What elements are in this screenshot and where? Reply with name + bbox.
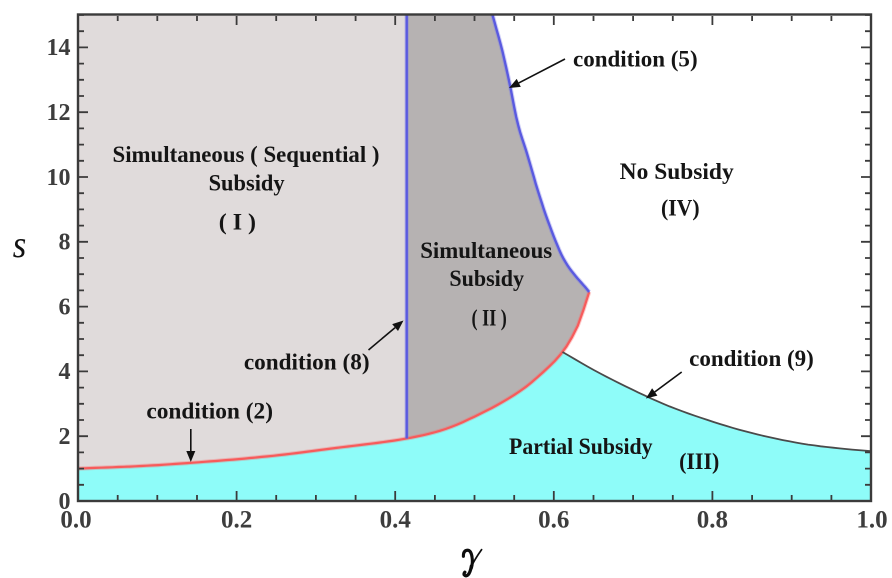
svg-text:condition (9): condition (9) [689, 346, 814, 371]
svg-text:( I ): ( I ) [219, 210, 256, 235]
svg-text:12: 12 [47, 100, 71, 126]
svg-text:Subsidy: Subsidy [449, 266, 524, 291]
svg-text:No Subsidy: No Subsidy [620, 159, 735, 184]
svg-text:condition (2): condition (2) [146, 399, 273, 424]
svg-text:14: 14 [47, 35, 71, 61]
svg-text:6: 6 [59, 294, 71, 320]
svg-text:(III): (III) [679, 449, 719, 474]
svg-text:Partial Subsidy: Partial Subsidy [509, 434, 653, 459]
svg-text:0.6: 0.6 [538, 507, 569, 534]
svg-text:s: s [13, 224, 27, 266]
svg-text:0.2: 0.2 [221, 507, 252, 534]
svg-text:0.8: 0.8 [697, 507, 728, 534]
svg-text:0.0: 0.0 [60, 507, 91, 534]
svg-text:condition (5): condition (5) [573, 47, 698, 72]
svg-text:(IV): (IV) [661, 195, 700, 220]
svg-text:4: 4 [59, 359, 71, 385]
svg-text:8: 8 [59, 230, 71, 256]
svg-text:2: 2 [59, 424, 71, 450]
svg-text:( II ): ( II ) [472, 306, 507, 331]
svg-text:10: 10 [47, 165, 71, 191]
svg-text:0: 0 [59, 489, 71, 515]
svg-text:Simultaneous: Simultaneous [420, 238, 552, 263]
svg-text:0.4: 0.4 [380, 507, 412, 534]
svg-text:condition (8): condition (8) [244, 350, 370, 375]
svg-text:Simultaneous ( Sequential ): Simultaneous ( Sequential ) [113, 142, 380, 167]
svg-text:1.0: 1.0 [856, 507, 887, 534]
svg-text:Subsidy: Subsidy [209, 170, 285, 195]
